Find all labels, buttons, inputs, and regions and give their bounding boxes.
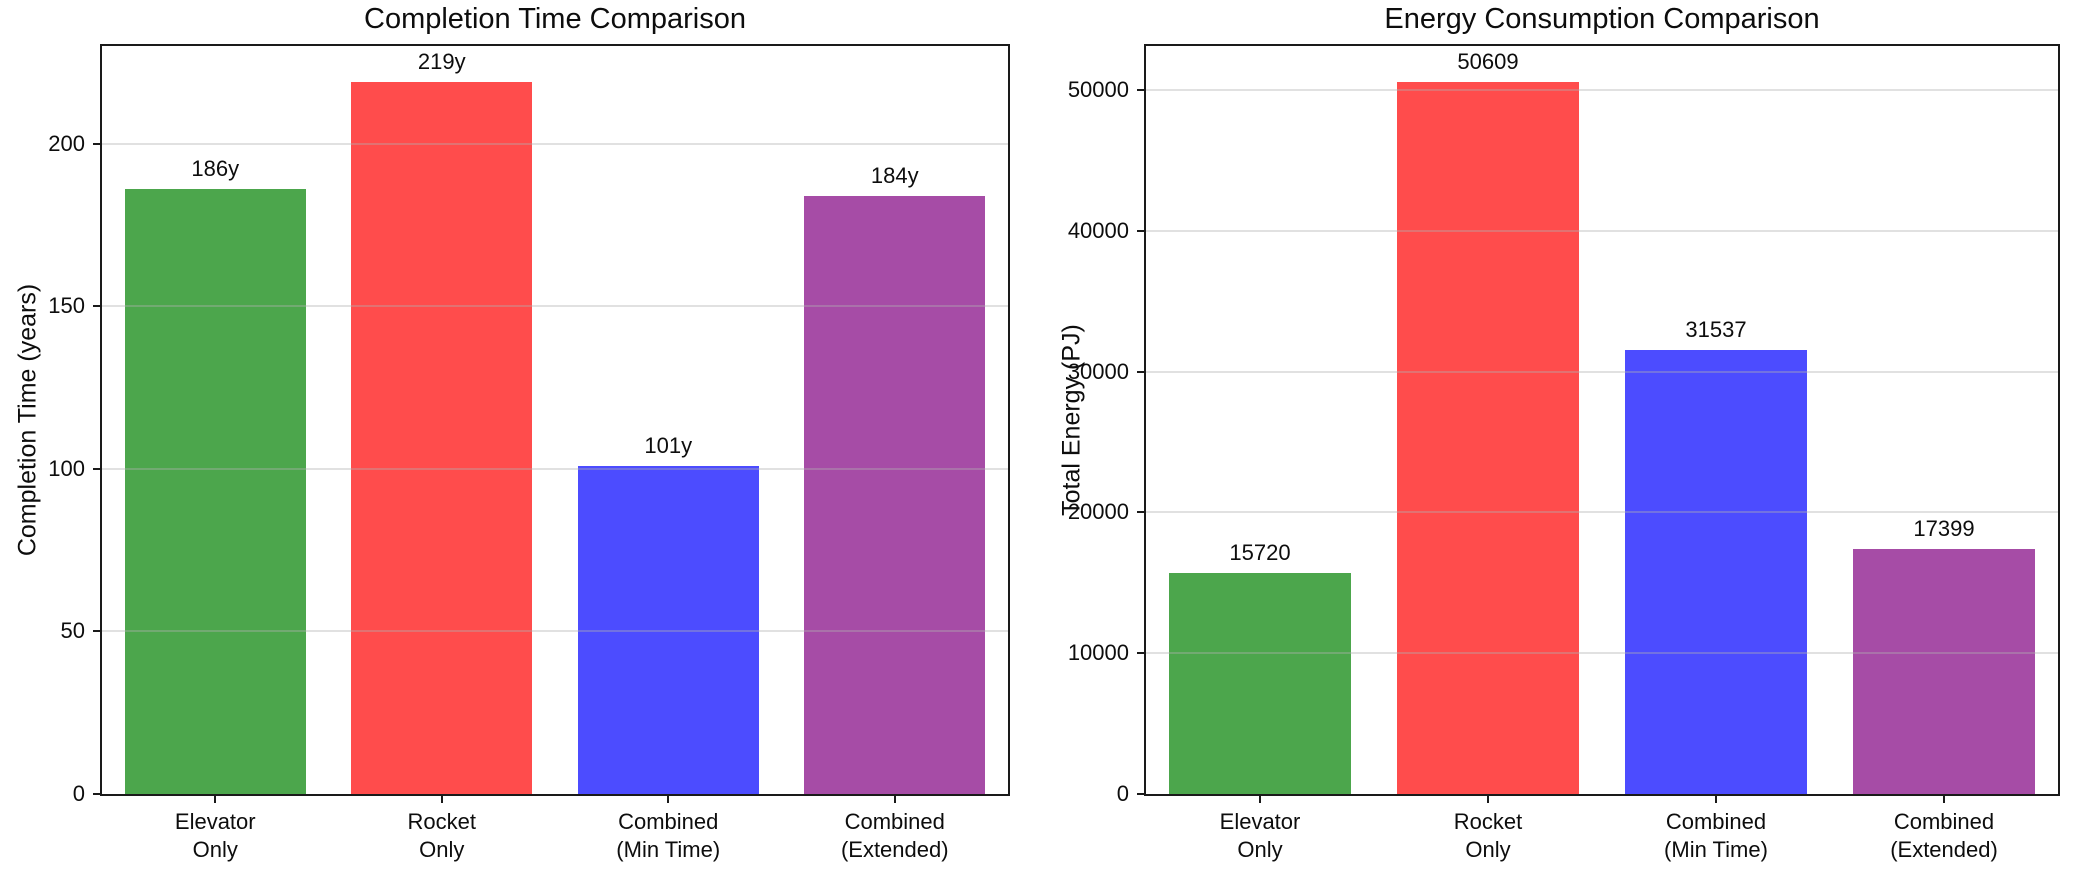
y-tick-label: 100 — [48, 455, 85, 481]
y-tick-mark — [1137, 229, 1146, 232]
y-tick-mark — [93, 630, 102, 633]
bar — [804, 195, 986, 794]
y-tick-label: 50000 — [1067, 77, 1129, 103]
y-tick-mark — [1137, 511, 1146, 514]
gridline — [102, 305, 1008, 308]
energy-consumption-subplot: Energy Consumption Comparison Total Ener… — [1058, 3, 2060, 862]
gridline — [1146, 652, 2058, 655]
y-tick-label: 200 — [48, 130, 85, 156]
bar-value-label: 184y — [870, 162, 919, 188]
y-tick-mark — [1137, 652, 1146, 655]
bar-value-label: 186y — [191, 156, 240, 182]
bar — [1624, 350, 1808, 794]
bar — [577, 465, 759, 794]
bar-value-label: 17399 — [1913, 516, 1975, 542]
x-tick-mark — [440, 794, 443, 803]
y-tick-mark — [1137, 793, 1146, 795]
plot-area: 0 50 100 150 200 186y Elevator Only 219y Rocket … — [48, 44, 1010, 862]
y-tick-label: 150 — [48, 293, 85, 319]
x-tick-mark — [214, 794, 217, 803]
y-axis-label: Completion Time (years) — [13, 283, 42, 557]
y-tick-mark — [1137, 370, 1146, 373]
bar — [1396, 81, 1580, 794]
x-tick-label: Rocket Only — [1453, 809, 1523, 862]
bar-value-label: 50609 — [1457, 48, 1519, 74]
y-tick-mark — [93, 793, 102, 795]
y-tick-label: 0 — [72, 781, 85, 806]
x-tick-mark — [667, 794, 670, 803]
y-axis-label: Total Energy (PJ) — [1057, 324, 1086, 516]
x-tick-label: Combined (Extended) — [1890, 809, 1998, 862]
bar-value-label: 101y — [644, 432, 693, 458]
bar — [1168, 572, 1352, 794]
bar-value-label: 15720 — [1229, 539, 1291, 565]
y-tick-mark — [93, 142, 102, 145]
bar — [124, 189, 306, 794]
y-tick-mark — [1137, 89, 1146, 92]
x-tick-label: Elevator Only — [174, 809, 256, 862]
x-tick-label: Elevator Only — [1219, 809, 1301, 862]
gridline — [1146, 89, 2058, 92]
y-tick-mark — [93, 467, 102, 470]
x-tick-label: Combined (Extended) — [840, 809, 949, 862]
y-tick-label: 10000 — [1067, 640, 1129, 666]
x-tick-label: Combined (Min Time) — [1664, 809, 1768, 862]
bar-value-label: 31537 — [1685, 317, 1747, 343]
gridline — [1146, 229, 2058, 232]
x-tick-mark — [1259, 794, 1261, 803]
bar-value-label: 219y — [417, 48, 466, 74]
x-tick-mark — [1715, 794, 1717, 803]
x-tick-mark — [1487, 794, 1489, 803]
completion-time-subplot: Completion Time Comparison Completion Ti… — [14, 3, 1010, 862]
x-tick-label: Combined (Min Time) — [616, 809, 721, 862]
y-tick-label: 30000 — [1067, 358, 1129, 384]
bar — [1852, 549, 2036, 794]
x-tick-mark — [893, 794, 896, 803]
bar — [351, 81, 533, 794]
plot-area: 0 10000 20000 30000 40000 50000 15720 Elevator … — [1068, 44, 2060, 862]
x-tick-mark — [1943, 794, 1945, 803]
gridline — [1146, 511, 2058, 514]
y-tick-label: 40000 — [1067, 217, 1129, 243]
gridline — [102, 142, 1008, 145]
chart-title: Energy Consumption Comparison — [1384, 3, 1820, 35]
chart-title: Completion Time Comparison — [364, 3, 746, 35]
y-tick-label: 50 — [60, 618, 85, 644]
y-tick-mark — [93, 305, 102, 308]
y-tick-label: 0 — [1116, 781, 1129, 806]
x-tick-label: Rocket Only — [407, 809, 476, 862]
gridline — [102, 467, 1008, 470]
gridline — [1146, 370, 2058, 373]
gridline — [102, 630, 1008, 633]
y-tick-label: 20000 — [1067, 499, 1129, 525]
